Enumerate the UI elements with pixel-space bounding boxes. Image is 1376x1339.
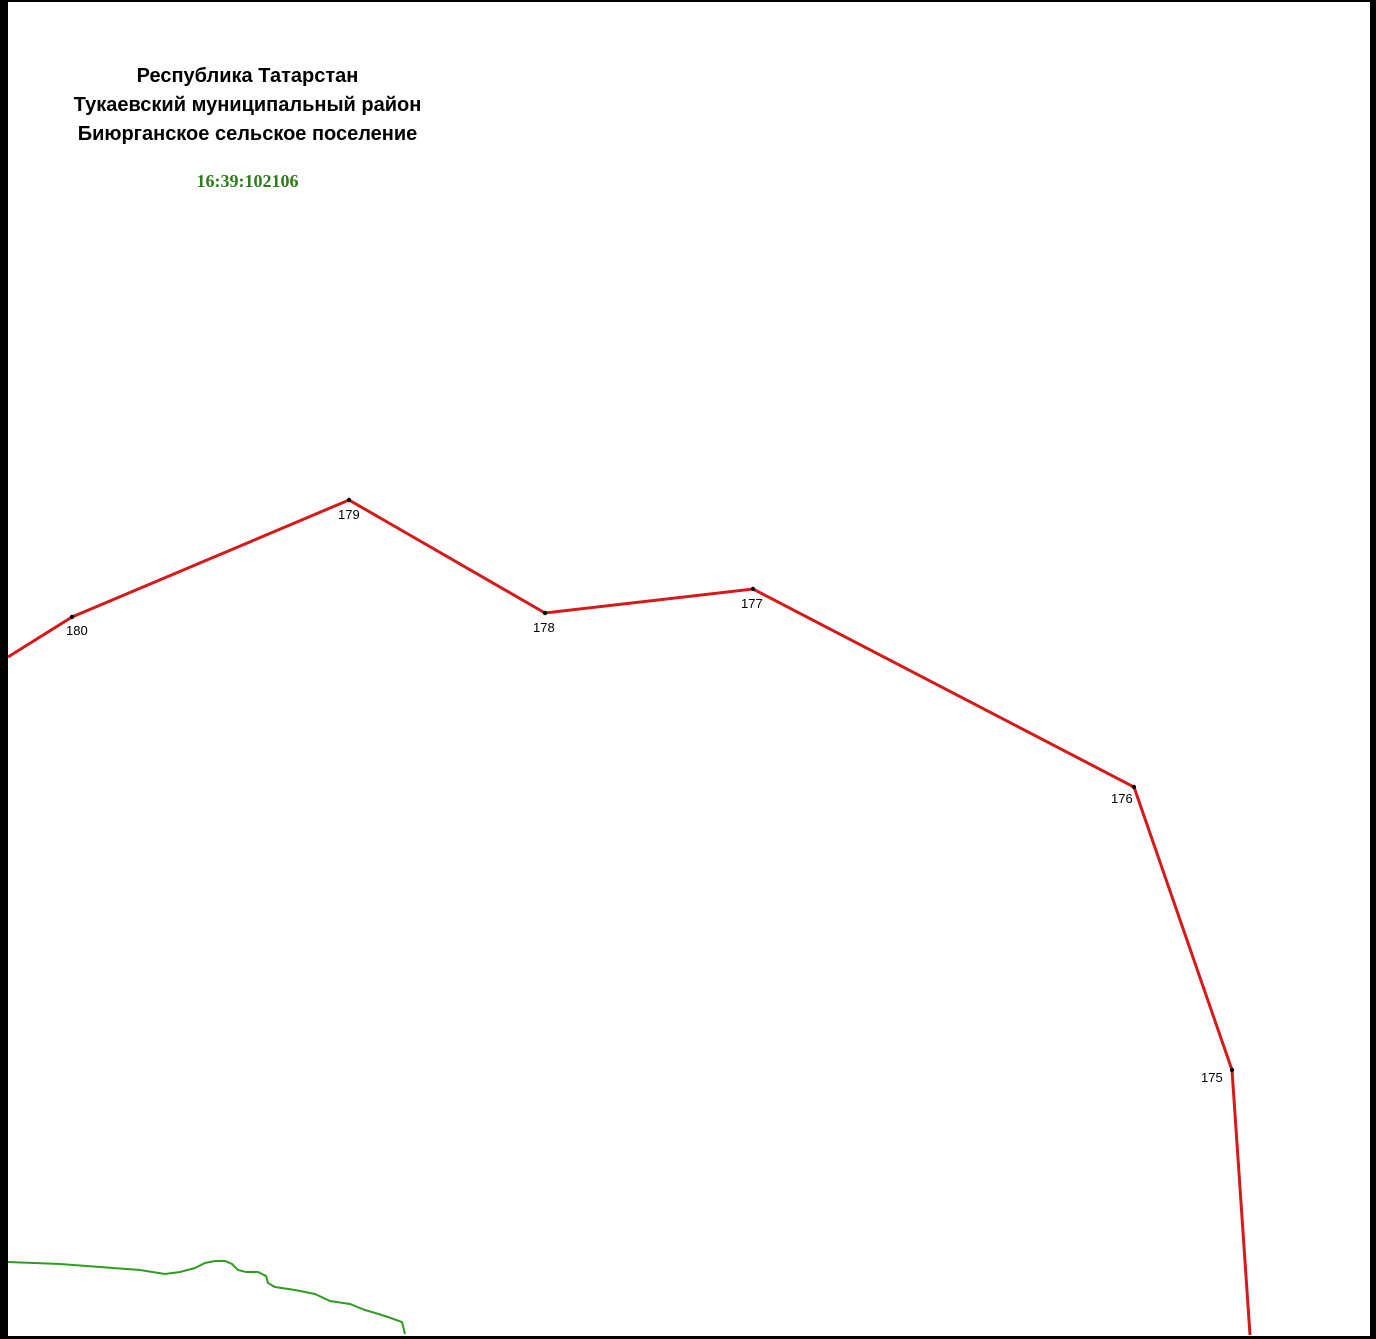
map-title: Республика Татарстан Тукаевский муниципа… — [20, 62, 475, 149]
district-name: Тукаевский муниципальный район — [73, 94, 422, 116]
settlement-name: Биюрганское сельское поселение — [77, 123, 418, 145]
boundary-point-180 — [69, 614, 75, 620]
point-label-176: 176 — [1111, 791, 1133, 806]
point-label-177: 177 — [741, 596, 763, 611]
region-name: Республика Татарстан — [136, 65, 359, 87]
green-contour-line — [7, 1260, 406, 1335]
point-label-180: 180 — [66, 623, 88, 638]
boundary-line — [7, 498, 1252, 1336]
boundary-point-176 — [1131, 784, 1137, 790]
point-label-175: 175 — [1201, 1070, 1223, 1085]
boundary-point-179 — [346, 497, 352, 503]
cadastral-number: 16:39:102106 — [196, 171, 299, 191]
point-label-178: 178 — [533, 620, 555, 635]
boundary-point-177 — [750, 586, 756, 592]
boundary-point-175 — [1229, 1067, 1235, 1073]
boundary-point-178 — [542, 610, 548, 616]
point-label-179: 179 — [338, 507, 360, 522]
